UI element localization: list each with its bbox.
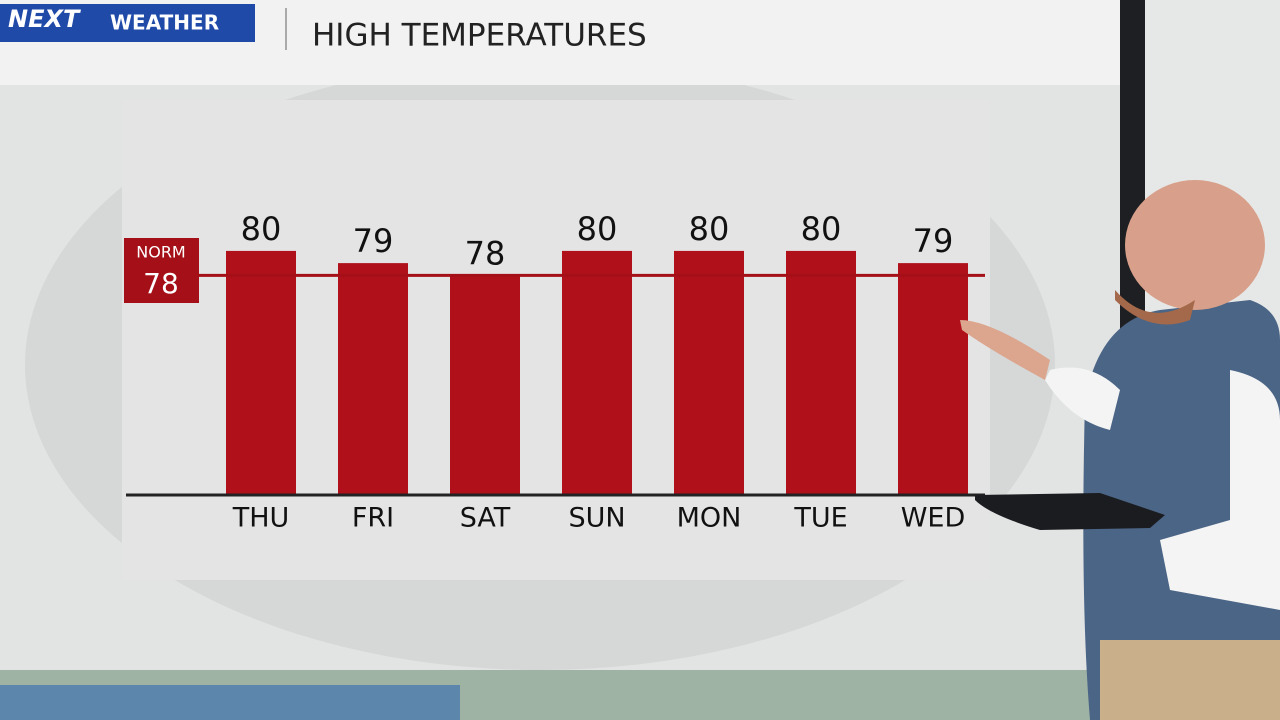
norm-value: 78 bbox=[143, 267, 179, 300]
bar bbox=[674, 250, 744, 495]
plot: NORM 78 80 THU 79 FRI 78 SAT 80 SUN 80 MON 80 TUE 79 WE… bbox=[124, 210, 985, 534]
presenter-arm bbox=[1160, 370, 1280, 610]
presenter-head bbox=[1125, 180, 1265, 310]
value-label: 80 bbox=[689, 210, 730, 248]
presenter-sleeve bbox=[1045, 367, 1120, 430]
value-label: 78 bbox=[465, 234, 506, 272]
norm-label: NORM bbox=[136, 243, 185, 262]
norm-label-box bbox=[124, 238, 199, 303]
tablet bbox=[975, 493, 1165, 530]
x-tick-label: TUE bbox=[793, 503, 847, 534]
presenter-hand bbox=[960, 320, 1050, 380]
bar bbox=[450, 275, 520, 495]
presenter-beard bbox=[1115, 290, 1195, 325]
x-tick-label: SUN bbox=[568, 503, 625, 534]
presenter bbox=[960, 180, 1280, 720]
logo-box bbox=[0, 4, 255, 42]
value-label: 80 bbox=[241, 210, 282, 248]
bar bbox=[786, 250, 856, 495]
value-label: 79 bbox=[353, 222, 394, 260]
bar bbox=[338, 263, 408, 495]
x-tick-label: THU bbox=[232, 503, 290, 534]
presenter-trousers bbox=[1100, 640, 1280, 720]
bar bbox=[898, 263, 968, 495]
x-tick-label: SAT bbox=[460, 503, 511, 534]
logo-name: WEATHER bbox=[110, 11, 219, 35]
bar bbox=[562, 250, 632, 495]
bar bbox=[226, 250, 296, 495]
logo-brand: NEXT bbox=[8, 5, 81, 33]
chart-title: HIGH TEMPERATURES bbox=[312, 18, 647, 54]
value-label: 79 bbox=[913, 222, 954, 260]
value-label: 80 bbox=[801, 210, 842, 248]
floor-map-water bbox=[0, 685, 460, 720]
value-label: 80 bbox=[577, 210, 618, 248]
x-tick-label: MON bbox=[677, 503, 742, 534]
x-tick-label: FRI bbox=[352, 503, 394, 534]
x-tick-label: WED bbox=[901, 503, 966, 534]
